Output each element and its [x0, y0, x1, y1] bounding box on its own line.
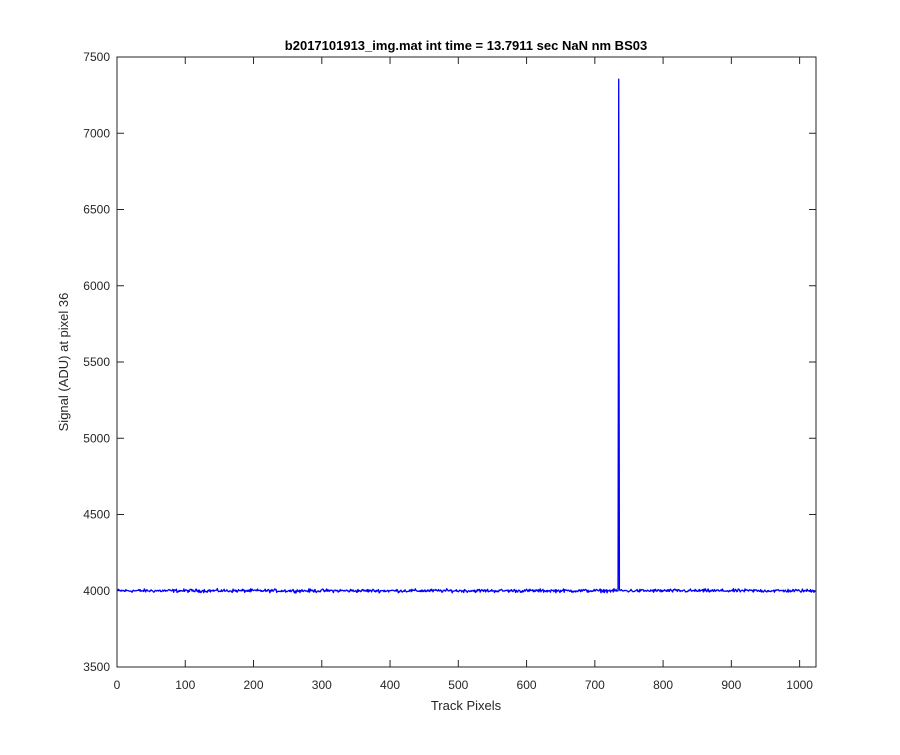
y-tick-label: 3500 — [83, 660, 110, 674]
x-tick-label: 700 — [585, 678, 605, 692]
axes-box — [116, 56, 817, 668]
chart-title: b2017101913_img.mat int time = 13.7911 s… — [285, 38, 647, 53]
x-tick-label: 0 — [114, 678, 121, 692]
y-tick-label: 5500 — [83, 355, 110, 369]
y-tick-label: 4500 — [83, 508, 110, 522]
y-tick-label: 6000 — [83, 279, 110, 293]
x-tick-label: 900 — [721, 678, 741, 692]
plot-area — [117, 57, 816, 667]
y-tick-label: 5000 — [83, 431, 110, 445]
x-tick-label: 800 — [653, 678, 673, 692]
x-tick-label: 500 — [448, 678, 468, 692]
y-tick-label: 7000 — [83, 126, 110, 140]
series-line — [117, 78, 817, 594]
x-tick-label: 1000 — [786, 678, 813, 692]
data-series — [117, 78, 817, 594]
x-axis-label: Track Pixels — [431, 698, 502, 713]
axis-ticks: 0 100 200 300 400 500 600 700 800 900 1000 3500 4000… — [83, 50, 816, 692]
y-tick-label: 4000 — [83, 584, 110, 598]
x-tick-label: 400 — [380, 678, 400, 692]
x-tick-label: 300 — [312, 678, 332, 692]
x-tick-label: 600 — [517, 678, 537, 692]
y-tick-label: 6500 — [83, 203, 110, 217]
y-tick-label: 7500 — [83, 50, 110, 64]
y-axis-label: Signal (ADU) at pixel 36 — [56, 293, 71, 432]
x-tick-label: 200 — [244, 678, 264, 692]
x-tick-label: 100 — [175, 678, 195, 692]
